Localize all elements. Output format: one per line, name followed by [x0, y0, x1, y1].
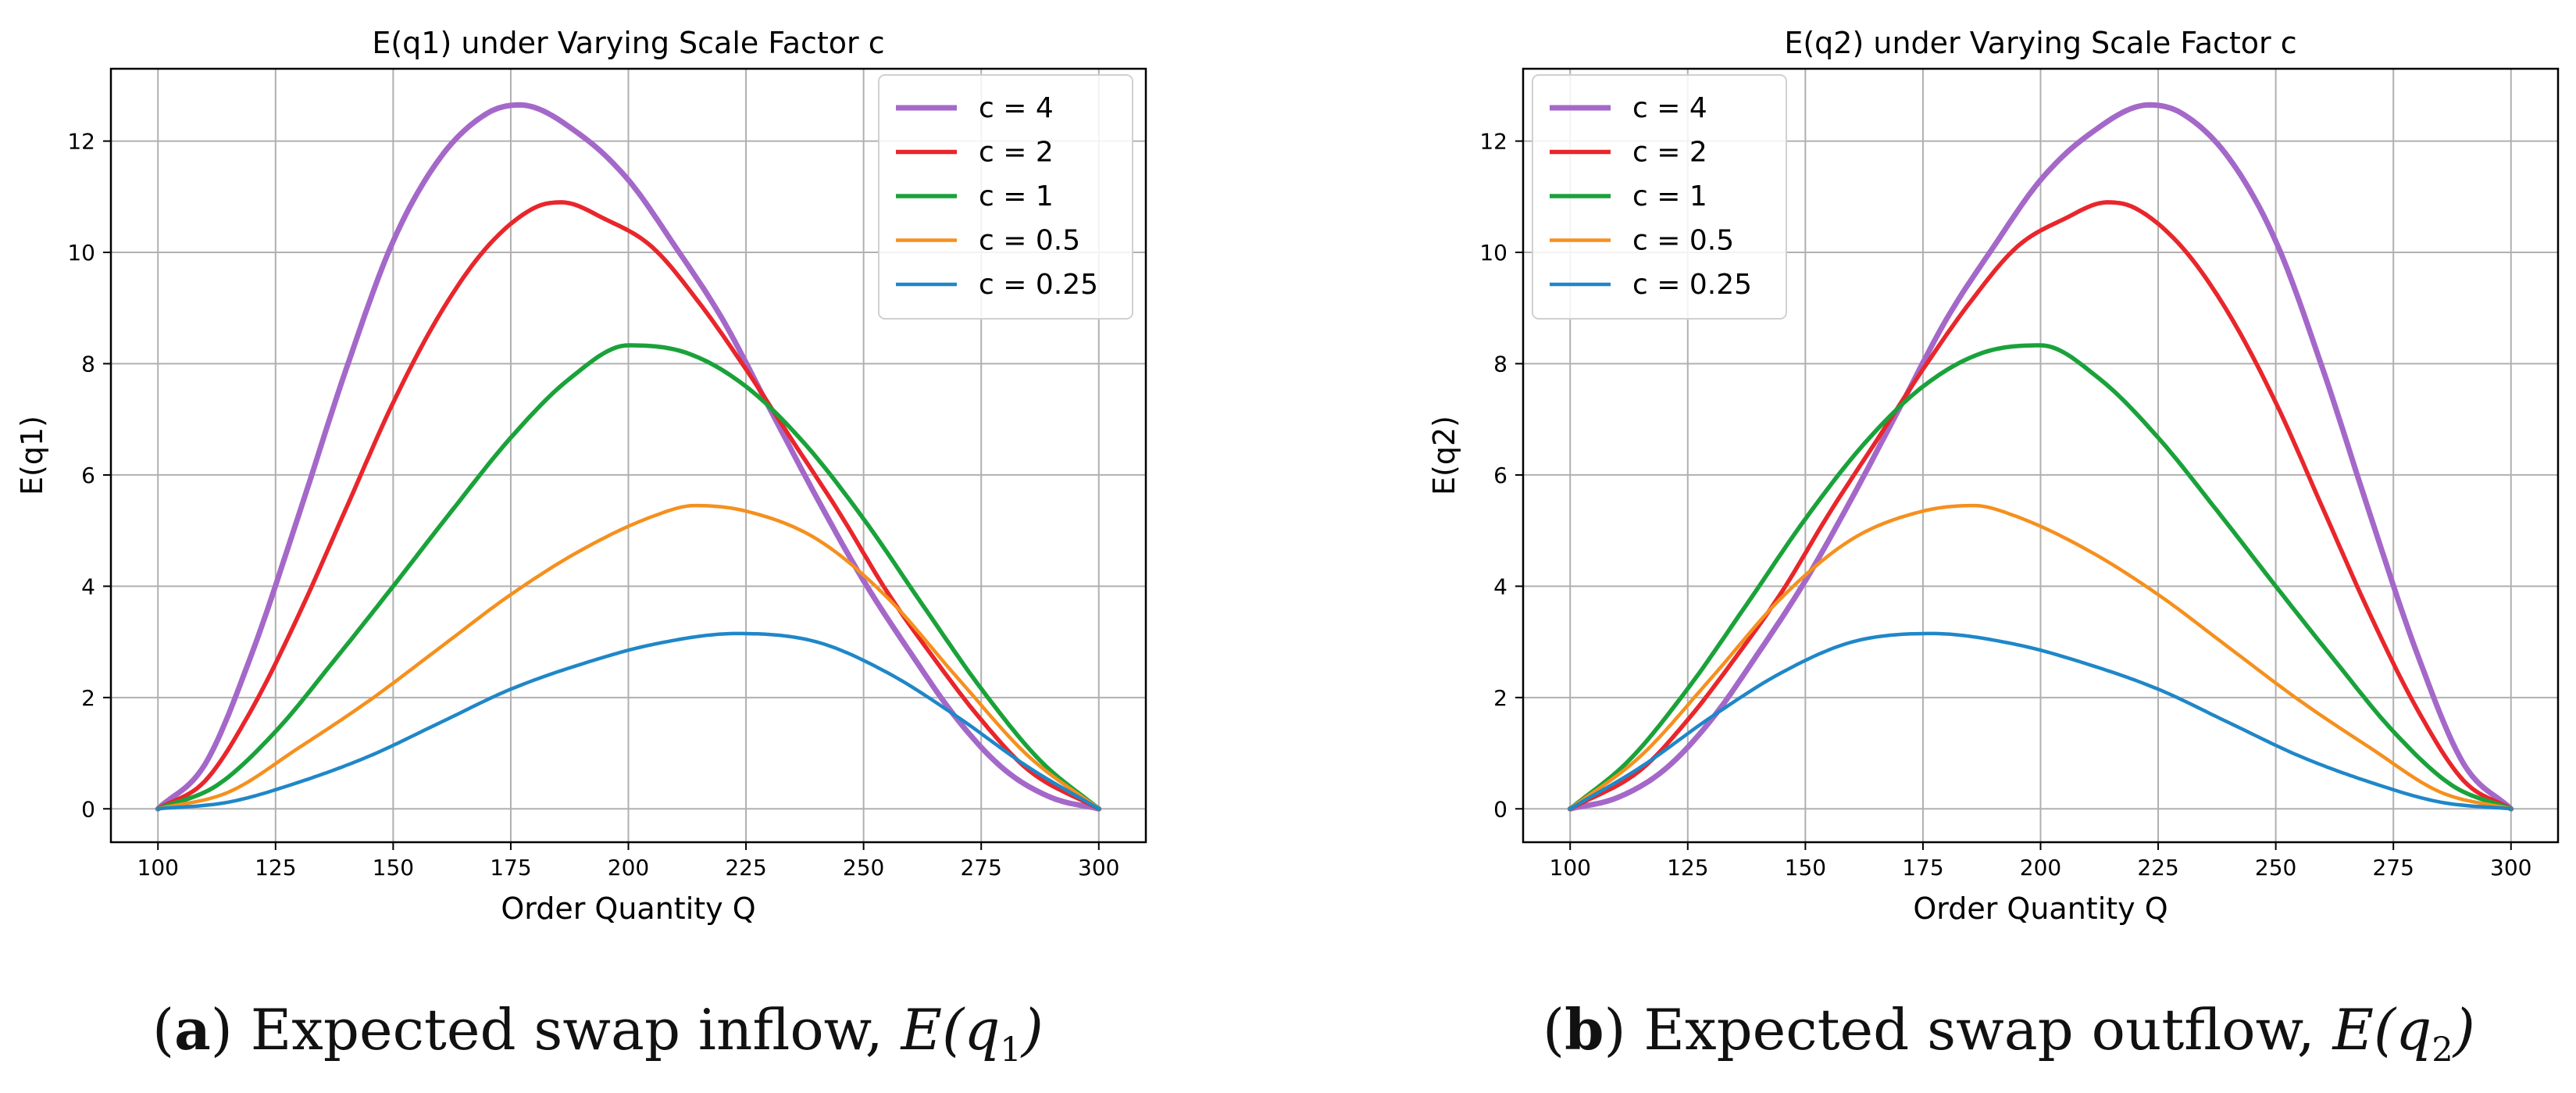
chart-e-q1: 100 125 150 175 200 225 250 275 300 0 2 4 6 8 10 12 E(q1…	[15, 26, 1147, 926]
caption-math: E(q1)	[901, 997, 1044, 1070]
x-axis-label: Order Quantity Q	[1913, 891, 2167, 926]
x-tick-label: 125	[255, 855, 296, 880]
legend: c = 4 c = 2 c = 1 c = 0.5 c = 0.25	[1532, 74, 1787, 320]
y-tick-label: 8	[1493, 351, 1507, 377]
x-tick-label: 150	[1785, 855, 1826, 880]
legend-label: c = 1	[1632, 180, 1707, 213]
series-line-c2	[155, 200, 1101, 812]
y-tick-label: 0	[81, 796, 95, 822]
y-tick-label: 4	[1493, 573, 1507, 599]
series-line-c1	[155, 343, 1101, 812]
chart-title: E(q1) under Varying Scale Factor c	[372, 26, 884, 60]
y-tick-label: 10	[67, 240, 95, 266]
caption-letter: b	[1565, 996, 1604, 1063]
y-tick-label: 10	[1479, 240, 1507, 266]
y-tick-label: 4	[81, 573, 95, 599]
legend-label: c = 2	[979, 137, 1054, 169]
x-tick-label: 275	[960, 855, 1001, 880]
chart-title: E(q2) under Varying Scale Factor c	[1784, 26, 2296, 60]
legend-label: c = 0.25	[1632, 269, 1752, 301]
caption-math: E(q2)	[2332, 997, 2475, 1070]
y-tick-label: 2	[1493, 685, 1507, 711]
y-tick-label: 12	[1479, 129, 1507, 155]
caption-a: (a) Expected swap inflow, E(q1)	[152, 996, 1044, 1082]
series-line-c0_25	[1568, 631, 2514, 811]
x-tick-label: 100	[137, 855, 179, 880]
legend-label: c = 0.5	[1632, 225, 1734, 257]
legend-label: c = 0.25	[979, 269, 1098, 301]
y-tick-label: 8	[81, 351, 95, 377]
x-tick-label: 275	[2372, 855, 2414, 880]
caption-text: ) Expected swap outflow,	[1604, 997, 2315, 1063]
caption-prefix: (	[152, 997, 175, 1063]
caption-b: (b) Expected swap outflow, E(q2)	[1543, 996, 2475, 1082]
x-tick-label: 200	[2020, 855, 2061, 880]
x-tick-label: 300	[1078, 855, 1119, 880]
y-tick-label: 6	[1493, 463, 1507, 488]
x-tick-label: 150	[373, 855, 414, 880]
x-tick-label: 250	[2255, 855, 2296, 880]
x-tick-label: 225	[2137, 855, 2178, 880]
series-line-c1	[1568, 343, 2514, 812]
caption-letter: a	[174, 996, 211, 1063]
y-tick-label: 0	[1493, 796, 1507, 822]
y-tick-label: 6	[81, 463, 95, 488]
series-line-c0_5	[1568, 503, 2514, 811]
x-tick-label: 225	[725, 855, 766, 880]
caption-prefix: (	[1543, 997, 1565, 1063]
x-axis-label: Order Quantity Q	[501, 891, 755, 926]
legend-label: c = 1	[979, 180, 1054, 213]
series-line-c2	[1568, 200, 2514, 812]
legend: c = 4 c = 2 c = 1 c = 0.5 c = 0.25	[878, 74, 1133, 320]
caption-text: ) Expected swap inflow,	[210, 997, 883, 1063]
legend-box	[1532, 74, 1787, 320]
legend-box	[878, 74, 1133, 320]
legend-label: c = 0.5	[979, 225, 1080, 257]
legend-label: c = 2	[1632, 137, 1707, 169]
y-tick-label: 2	[81, 685, 95, 711]
x-tick-label: 200	[608, 855, 649, 880]
x-tick-label: 175	[490, 855, 531, 880]
legend-label: c = 4	[979, 92, 1054, 124]
x-tick-label: 100	[1550, 855, 1591, 880]
y-axis-label: E(q1)	[15, 416, 49, 495]
y-axis-label: E(q2)	[1427, 416, 1461, 495]
legend-label: c = 4	[1632, 92, 1707, 124]
x-tick-label: 175	[1902, 855, 1943, 880]
series-line-c4	[155, 102, 1102, 812]
y-tick-label: 12	[67, 129, 95, 155]
series-line-c0_25	[155, 631, 1101, 811]
chart-e-q2: 100 125 150 175 200 225 250 275 300 0 2 4 6 8 10 12 E(q2…	[1427, 26, 2560, 926]
x-tick-label: 125	[1667, 855, 1708, 880]
series-line-c0_5	[155, 503, 1101, 811]
series-line-c4	[1567, 102, 2514, 812]
x-tick-label: 250	[843, 855, 884, 880]
x-tick-label: 300	[2490, 855, 2531, 880]
